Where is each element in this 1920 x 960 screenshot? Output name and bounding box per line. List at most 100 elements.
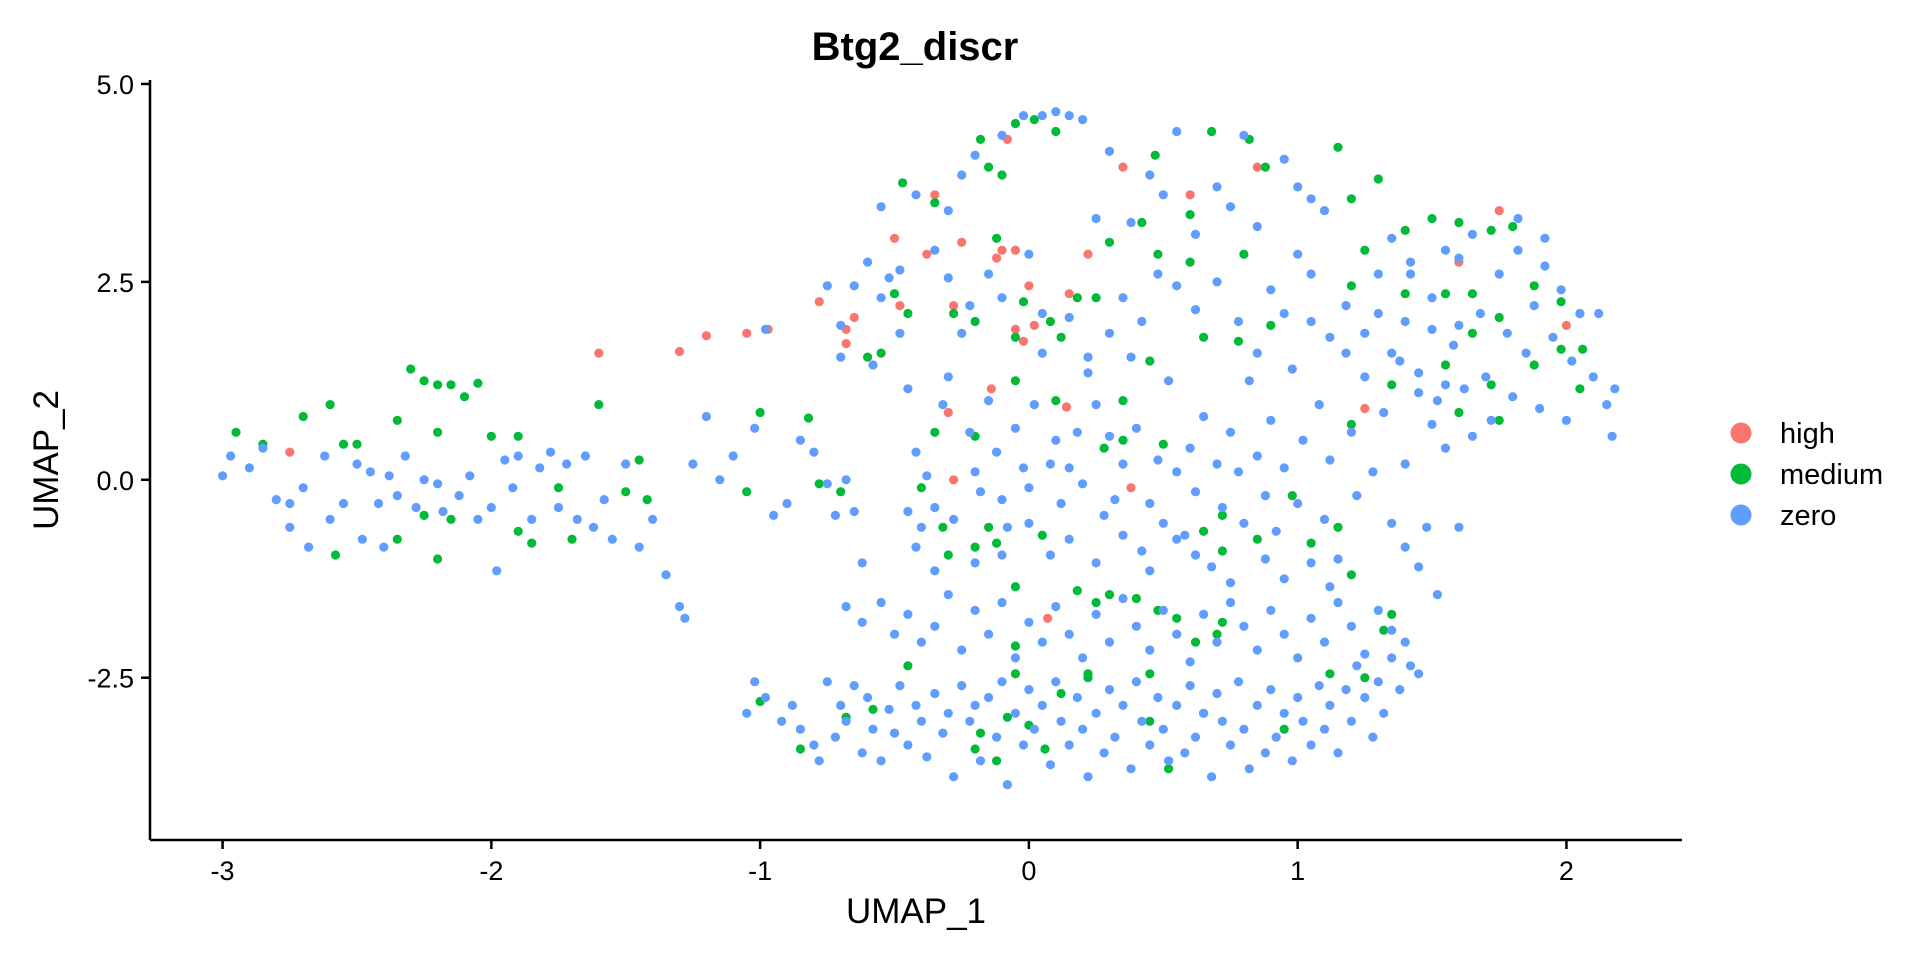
- legend-key-zero: [1730, 504, 1752, 526]
- point-medium: [486, 431, 496, 441]
- point-zero: [1239, 621, 1249, 631]
- point-zero: [857, 748, 867, 758]
- point-medium: [1002, 712, 1013, 722]
- point-high: [1118, 162, 1128, 172]
- point-zero: [1083, 352, 1093, 362]
- point-zero: [965, 716, 975, 726]
- point-zero: [1454, 320, 1464, 330]
- point-medium: [1158, 439, 1168, 449]
- point-high: [949, 475, 959, 485]
- point-zero: [836, 352, 846, 362]
- legend: high medium zero: [1730, 418, 1883, 532]
- point-zero: [975, 487, 986, 497]
- point-zero: [1325, 582, 1335, 592]
- point-zero: [1233, 677, 1244, 687]
- point-zero: [841, 601, 851, 612]
- point-zero: [984, 692, 994, 703]
- point-zero: [500, 455, 510, 465]
- point-zero: [1352, 661, 1362, 671]
- point-zero: [1056, 498, 1066, 509]
- point-zero: [1190, 550, 1201, 560]
- point-zero: [957, 170, 967, 180]
- x-tick-label: -1: [748, 856, 772, 886]
- y-tick-label: 2.5: [96, 268, 134, 298]
- point-zero: [1271, 732, 1281, 742]
- point-medium: [975, 728, 986, 738]
- point-zero: [876, 756, 886, 766]
- point-zero: [1239, 518, 1249, 528]
- point-zero: [1594, 308, 1604, 319]
- point-zero: [863, 257, 873, 267]
- point-medium: [938, 522, 948, 532]
- point-medium: [898, 178, 908, 188]
- point-zero: [1373, 308, 1383, 319]
- point-high: [1061, 402, 1072, 412]
- point-medium: [1010, 641, 1021, 651]
- point-zero: [809, 447, 819, 457]
- point-zero: [1414, 388, 1424, 398]
- point-zero: [285, 498, 295, 509]
- point-zero: [1024, 685, 1034, 695]
- point-medium: [1045, 316, 1055, 327]
- point-medium: [903, 308, 913, 319]
- point-medium: [338, 439, 349, 449]
- point-medium: [1212, 629, 1222, 639]
- point-zero: [997, 495, 1007, 505]
- point-zero: [1306, 740, 1316, 750]
- point-medium: [984, 162, 994, 172]
- point-medium: [1252, 534, 1262, 544]
- point-medium: [433, 554, 443, 564]
- point-zero: [1387, 625, 1397, 635]
- point-zero: [508, 483, 518, 493]
- point-zero: [957, 328, 967, 338]
- point-medium: [1333, 142, 1343, 152]
- point-zero: [750, 677, 760, 687]
- point-zero: [1172, 467, 1182, 477]
- point-zero: [1185, 657, 1195, 667]
- point-medium: [1575, 384, 1585, 394]
- point-zero: [1271, 526, 1281, 536]
- point-zero: [992, 447, 1002, 457]
- point-zero: [1072, 427, 1082, 437]
- point-zero: [814, 756, 824, 766]
- point-zero: [298, 483, 308, 493]
- point-medium: [949, 308, 959, 319]
- points-layer: [218, 107, 1620, 790]
- point-medium: [553, 483, 564, 493]
- point-zero: [1395, 356, 1405, 366]
- point-medium: [795, 744, 806, 754]
- point-medium: [513, 431, 523, 441]
- point-zero: [1379, 708, 1389, 718]
- point-high: [1018, 336, 1029, 346]
- point-high: [1029, 320, 1039, 330]
- point-zero: [1145, 566, 1155, 576]
- point-zero: [1508, 392, 1518, 402]
- legend-label-zero: zero: [1780, 500, 1836, 532]
- point-zero: [562, 459, 572, 469]
- point-medium: [1010, 118, 1021, 129]
- point-medium: [992, 233, 1002, 243]
- point-zero: [930, 502, 940, 513]
- point-zero: [1287, 364, 1297, 374]
- point-high: [701, 331, 712, 341]
- point-zero: [1427, 419, 1437, 429]
- point-high: [1494, 206, 1504, 216]
- point-zero: [1158, 190, 1168, 200]
- point-zero: [916, 716, 927, 726]
- point-zero: [1024, 617, 1034, 627]
- point-zero: [911, 190, 921, 200]
- point-zero: [889, 629, 900, 639]
- point-zero: [1078, 724, 1088, 734]
- point-zero: [1153, 269, 1163, 279]
- point-medium: [1486, 225, 1496, 235]
- point-medium: [1387, 380, 1397, 390]
- point-zero: [1454, 522, 1464, 532]
- point-zero: [1266, 685, 1276, 695]
- point-medium: [1467, 289, 1477, 299]
- point-medium: [1150, 150, 1160, 160]
- point-zero: [1239, 130, 1249, 140]
- point-zero: [911, 542, 921, 552]
- point-zero: [1494, 269, 1504, 279]
- point-zero: [1432, 590, 1442, 600]
